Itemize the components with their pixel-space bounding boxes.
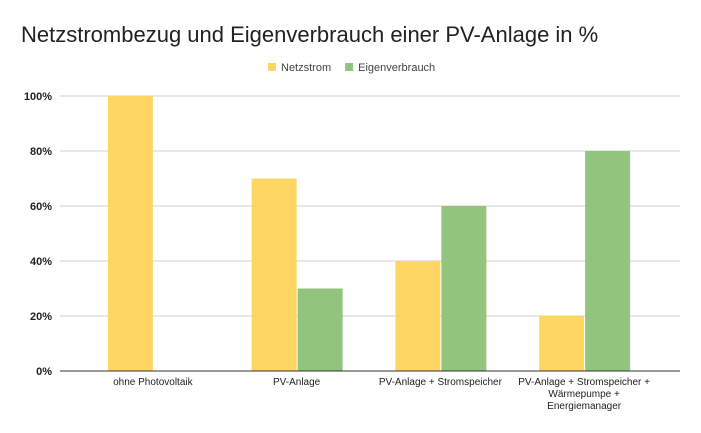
chart-title: Netzstrombezug und Eigenverbrauch einer … [21,22,598,47]
x-tick-label: PV-Anlage [273,377,321,388]
y-tick-label: 80% [30,146,52,158]
legend-item-netzstrom: Netzstrom [268,62,331,74]
legend-label: Eigenverbrauch [358,62,435,74]
legend: Netzstrom Eigenverbrauch [268,62,435,74]
bar-netzstrom-3 [539,316,585,371]
y-tick-label: 0% [36,366,52,378]
bar-netzstrom-1 [251,178,297,371]
y-tick-label: 40% [30,256,52,268]
bar-eigenverbrauch-2 [441,206,487,371]
x-tick-label: ohne Photovoltaik [113,377,194,388]
y-axis-ticks: 0% 20% 40% 60% 80% 100% [24,91,52,378]
y-tick-label: 100% [24,91,52,103]
y-tick-label: 20% [30,311,52,323]
y-tick-label: 60% [30,201,52,213]
x-tick-label: PV-Anlage + Stromspeicher [379,377,503,388]
bar-netzstrom-0 [107,96,153,371]
bars [107,96,631,371]
bar-netzstrom-2 [395,261,441,371]
x-tick-label: PV-Anlage + Stromspeicher + Wärmepumpe + E… [518,377,650,412]
x-axis-labels: ohne Photovoltaik PV-Anlage PV-Anlage + St… [113,377,650,412]
legend-swatch [268,63,276,71]
bar-eigenverbrauch-3 [585,151,631,371]
bar-eigenverbrauch-1 [297,288,343,371]
legend-swatch [345,63,354,71]
legend-item-eigenverbrauch: Eigenverbrauch [345,62,435,74]
legend-label: Netzstrom [281,62,331,74]
